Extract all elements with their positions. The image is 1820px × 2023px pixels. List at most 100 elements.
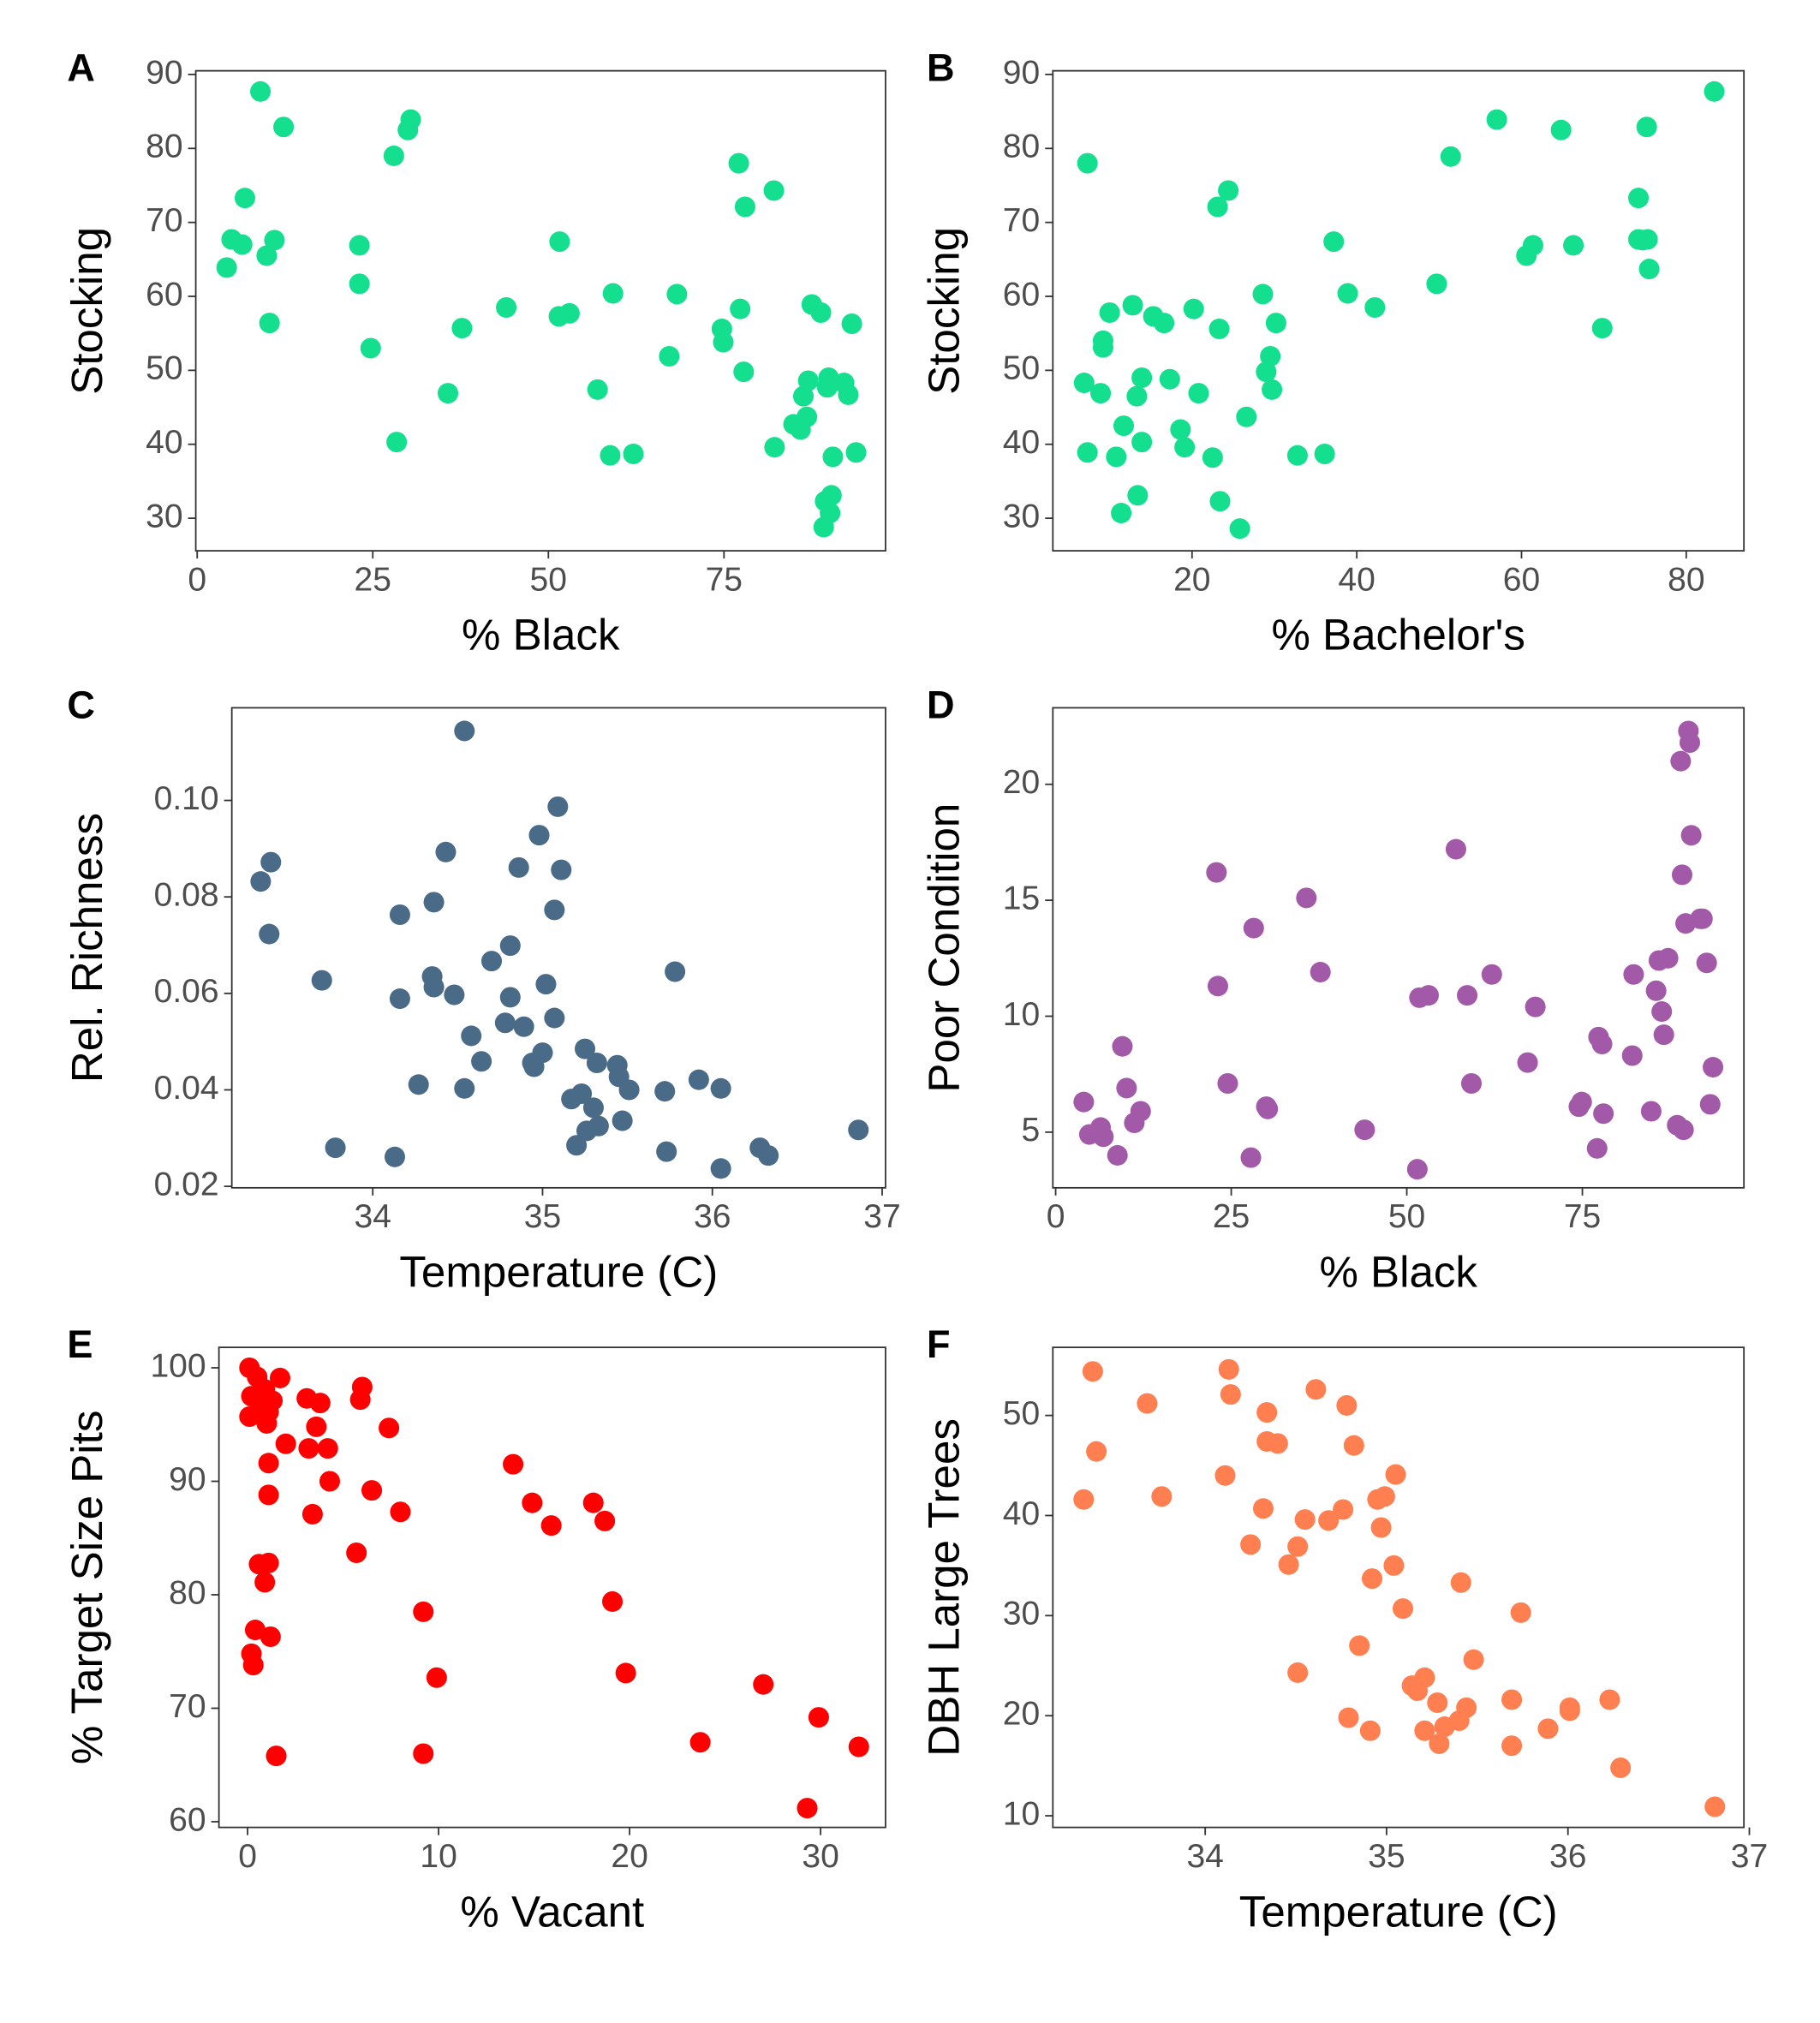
x-axis-title: % Black bbox=[1319, 1248, 1477, 1297]
point bbox=[1417, 985, 1439, 1006]
point bbox=[1202, 447, 1223, 468]
point bbox=[390, 1501, 411, 1523]
x-tick-label: 20 bbox=[611, 1838, 647, 1875]
point bbox=[437, 383, 459, 404]
point bbox=[1107, 1144, 1128, 1166]
x-axis-title: % Bachelor's bbox=[1271, 611, 1525, 659]
point bbox=[1252, 283, 1274, 305]
y-tick-label: 90 bbox=[146, 54, 182, 91]
y-tick-label: 70 bbox=[1003, 202, 1040, 239]
y-tick-label: 90 bbox=[1003, 54, 1040, 91]
point bbox=[758, 1145, 779, 1167]
y-tick-label: 10 bbox=[1003, 1795, 1040, 1832]
point bbox=[262, 1390, 283, 1411]
point bbox=[710, 1158, 731, 1179]
point bbox=[666, 283, 688, 305]
point bbox=[734, 196, 755, 218]
point bbox=[319, 1471, 341, 1492]
point bbox=[1481, 964, 1502, 985]
point bbox=[1214, 1465, 1236, 1486]
point bbox=[1240, 1534, 1262, 1555]
point bbox=[582, 1097, 604, 1119]
point bbox=[1092, 337, 1113, 358]
point bbox=[1501, 1689, 1523, 1710]
point bbox=[1628, 188, 1650, 209]
point bbox=[1218, 1358, 1239, 1380]
point bbox=[1188, 383, 1209, 404]
point bbox=[317, 1438, 338, 1459]
y-tick-label: 40 bbox=[146, 424, 182, 461]
point bbox=[1559, 1700, 1580, 1722]
point bbox=[1318, 1510, 1340, 1531]
point bbox=[841, 313, 862, 334]
point bbox=[1236, 406, 1257, 427]
plot-frame bbox=[1052, 1346, 1745, 1829]
point bbox=[1671, 864, 1693, 886]
point bbox=[451, 318, 473, 339]
y-tick-label: 0.06 bbox=[154, 973, 219, 1010]
point bbox=[309, 1393, 331, 1414]
point bbox=[1073, 373, 1095, 394]
point bbox=[1426, 273, 1447, 295]
y-axis-title: DBH Large Trees bbox=[920, 1418, 969, 1757]
point bbox=[389, 904, 410, 926]
y-tick-label: 30 bbox=[1003, 1596, 1040, 1632]
point bbox=[1131, 367, 1153, 389]
point bbox=[1337, 283, 1358, 304]
point bbox=[408, 1074, 429, 1095]
point bbox=[389, 988, 410, 1010]
point bbox=[494, 1012, 516, 1034]
point bbox=[1463, 1649, 1484, 1670]
point bbox=[1525, 996, 1546, 1017]
point bbox=[1563, 235, 1584, 256]
point bbox=[444, 984, 465, 1006]
point bbox=[349, 235, 370, 256]
point bbox=[1257, 1098, 1279, 1119]
point bbox=[1456, 1697, 1477, 1718]
y-tick-label: 80 bbox=[169, 1574, 206, 1611]
point bbox=[1113, 415, 1135, 437]
x-tick-label: 0 bbox=[188, 561, 206, 598]
y-axis-title: % Target Size Pits bbox=[63, 1411, 111, 1765]
y-tick-label: 30 bbox=[146, 498, 182, 534]
point bbox=[1623, 964, 1644, 985]
point bbox=[499, 987, 521, 1008]
point bbox=[848, 1736, 869, 1757]
point bbox=[461, 1025, 482, 1047]
point bbox=[728, 152, 749, 174]
x-tick-label: 40 bbox=[1338, 561, 1375, 598]
point bbox=[1286, 445, 1308, 466]
x-tick-label: 20 bbox=[1173, 561, 1210, 598]
point bbox=[1696, 952, 1717, 974]
point bbox=[413, 1743, 434, 1764]
point bbox=[540, 1515, 562, 1537]
point bbox=[1637, 229, 1658, 250]
point bbox=[1517, 1052, 1538, 1073]
point bbox=[1460, 1072, 1483, 1095]
panel-label: E bbox=[67, 1322, 92, 1366]
x-axis-title: % Black bbox=[462, 611, 620, 659]
point bbox=[797, 406, 818, 427]
point bbox=[298, 1438, 319, 1459]
point bbox=[1122, 295, 1143, 316]
point bbox=[1657, 947, 1679, 969]
point bbox=[1591, 1033, 1613, 1055]
point bbox=[588, 1115, 609, 1137]
point bbox=[1220, 1384, 1241, 1405]
point bbox=[258, 1552, 279, 1573]
point bbox=[383, 145, 404, 166]
point bbox=[1343, 1435, 1364, 1456]
point bbox=[413, 1601, 434, 1622]
point bbox=[1206, 862, 1227, 883]
panel-label: C bbox=[67, 683, 95, 726]
point bbox=[1287, 1662, 1309, 1683]
plot-frame bbox=[1052, 707, 1745, 1189]
point bbox=[1591, 318, 1613, 339]
point bbox=[1262, 379, 1283, 400]
x-tick-label: 34 bbox=[354, 1198, 391, 1235]
x-axis-title: % Vacant bbox=[460, 1887, 644, 1936]
y-tick-label: 0.02 bbox=[154, 1166, 219, 1202]
point bbox=[266, 1746, 287, 1767]
point bbox=[384, 1146, 406, 1167]
point bbox=[1267, 1433, 1288, 1454]
